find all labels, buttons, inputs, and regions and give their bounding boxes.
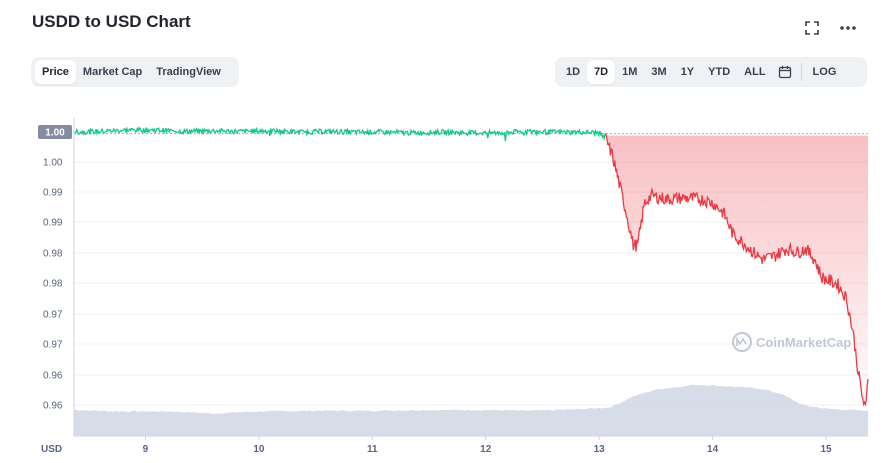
range-1y[interactable]: 1Y <box>680 66 695 78</box>
y-tick-label: 0.99 <box>43 188 63 199</box>
x-tick-label: 13 <box>594 444 606 455</box>
tab-market-cap[interactable]: Market Cap <box>82 66 143 78</box>
y-tick-label: 0.98 <box>43 249 63 260</box>
y-tick-label: 0.99 <box>43 218 63 229</box>
x-tick-label: 9 <box>143 444 149 455</box>
fullscreen-icon[interactable] <box>802 18 822 38</box>
divider <box>800 63 802 81</box>
x-tick-label: 12 <box>480 444 492 455</box>
watermark-circle <box>732 332 752 352</box>
chart-type-tabs: Price Market Cap TradingView <box>31 57 239 87</box>
y-tick-label: 1.00 <box>43 158 63 169</box>
tab-tradingview[interactable]: TradingView <box>156 66 221 78</box>
range-all[interactable]: ALL <box>744 66 766 78</box>
x-tick-label: 15 <box>820 444 832 455</box>
page-title: USDD to USD Chart <box>32 12 191 31</box>
watermark-text: CoinMarketCap <box>756 335 851 350</box>
time-range-tabs: 1D 7D 1M 3M 1Y YTD ALL LOG <box>555 57 867 87</box>
currency-label: USD <box>41 444 62 455</box>
x-tick-label: 10 <box>253 444 265 455</box>
y-tick-label: 0.97 <box>43 310 63 321</box>
calendar-icon[interactable] <box>773 60 797 84</box>
y-tick-label: 0.97 <box>43 340 63 351</box>
current-price-label: 1.00 <box>45 128 65 139</box>
current-price-badge <box>38 125 72 139</box>
volume-area <box>74 384 868 436</box>
x-tick-label: 11 <box>367 444 378 455</box>
coinmarketcap-logo-icon <box>732 332 752 352</box>
range-ytd[interactable]: YTD <box>708 66 731 78</box>
range-7d[interactable]: 7D <box>587 60 616 84</box>
range-1d[interactable]: 1D <box>566 66 581 78</box>
range-3m[interactable]: 3M <box>651 66 667 78</box>
y-tick-label: 0.96 <box>43 371 63 382</box>
log-toggle[interactable]: LOG <box>812 66 837 78</box>
watermark-mark <box>736 336 747 346</box>
tab-price[interactable]: Price <box>35 60 76 84</box>
y-tick-label: 0.98 <box>43 279 63 290</box>
loss-area <box>605 133 868 405</box>
range-1m[interactable]: 1M <box>622 66 638 78</box>
y-tick-label: 0.96 <box>43 401 63 412</box>
price-line-down <box>604 133 869 407</box>
x-tick-label: 14 <box>707 444 719 455</box>
more-icon[interactable] <box>838 18 858 38</box>
price-line-up <box>73 126 606 142</box>
